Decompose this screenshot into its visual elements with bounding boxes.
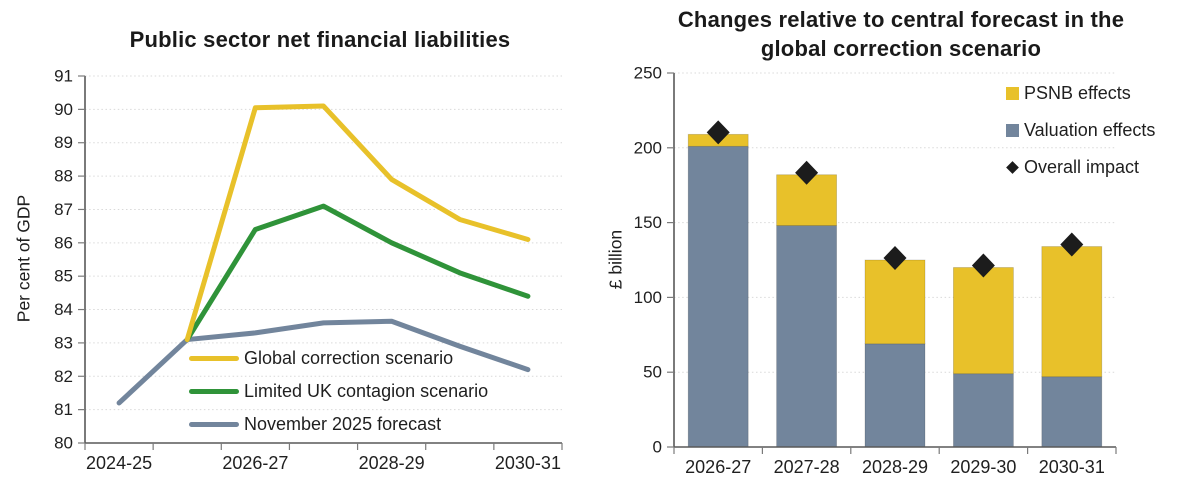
bar-valuation-effects bbox=[953, 373, 1014, 448]
bar-valuation-effects bbox=[1041, 376, 1103, 448]
bar-psnb-effects bbox=[1041, 246, 1103, 378]
legend-item-valuation-effects: Valuation effects bbox=[1006, 112, 1155, 149]
x-tick-label: 2026-27 bbox=[222, 453, 288, 473]
y-tick-label: 85 bbox=[54, 267, 73, 286]
legend-label: Global correction scenario bbox=[244, 348, 454, 368]
x-tick-label: 2027-28 bbox=[774, 457, 840, 477]
x-tick-label: 2026-27 bbox=[685, 457, 751, 477]
y-tick-label: 88 bbox=[54, 167, 73, 186]
x-tick-label: 2030-31 bbox=[1039, 457, 1105, 477]
y-tick-label: 0 bbox=[653, 438, 662, 457]
y-tick-label: 250 bbox=[634, 64, 662, 83]
legend-label: Limited UK contagion scenario bbox=[244, 381, 489, 401]
left-plot: 80 81 82 83 84 85 86 87 88 89 90 91 2024-25 2026-27 20… bbox=[54, 67, 563, 473]
november-2025-line-swatch bbox=[189, 421, 239, 428]
y-tick-label: 100 bbox=[634, 288, 662, 307]
right-plot: 0 50 100 150 200 250 2026-27 2027-28 2028-29 2029… bbox=[634, 64, 1117, 477]
bar-psnb-effects bbox=[864, 259, 926, 345]
global-correction-line-swatch bbox=[189, 355, 239, 362]
legend-item-november-2025-forecast: November 2025 forecast bbox=[189, 408, 488, 441]
legend-label: November 2025 forecast bbox=[244, 414, 442, 434]
y-tick-label: 89 bbox=[54, 133, 73, 152]
left-chart-title: Public sector net financial liabilities bbox=[129, 27, 511, 52]
y-tick-label: 87 bbox=[54, 200, 73, 219]
legend-item-global-correction: Global correction scenario bbox=[189, 342, 488, 375]
right-chart-title: Changes relative to central forecast in … bbox=[677, 7, 1125, 61]
markers-overall-impact bbox=[706, 120, 1084, 278]
left-chart-legend: Global correction scenario Limited UK co… bbox=[189, 342, 488, 441]
limited-uk-contagion-line-swatch bbox=[189, 388, 239, 395]
diamond-marker bbox=[883, 246, 907, 270]
line-global-correction-scenario bbox=[184, 103, 531, 343]
diamond-marker bbox=[1060, 232, 1084, 257]
bar-psnb-effects bbox=[953, 267, 1014, 375]
y-tick-label: 200 bbox=[634, 138, 662, 157]
bar-valuation-effects bbox=[776, 225, 837, 448]
legend-item-psnb-effects: PSNB effects bbox=[1006, 75, 1155, 112]
x-tick-label: 2024-25 bbox=[86, 453, 152, 473]
x-tick-label: 2029-30 bbox=[950, 457, 1016, 477]
overall-impact-diamond-icon bbox=[1006, 161, 1019, 174]
x-tick-label: 2028-29 bbox=[862, 457, 928, 477]
bar-valuation-effects bbox=[864, 343, 926, 448]
y-tick-label: 91 bbox=[54, 67, 73, 86]
valuation-effects-square-swatch bbox=[1006, 124, 1019, 137]
x-tick-label: 2028-29 bbox=[359, 453, 425, 473]
psnb-effects-square-swatch bbox=[1006, 87, 1019, 100]
x-tick-label: 2030-31 bbox=[495, 453, 561, 473]
legend-item-limited-uk-contagion: Limited UK contagion scenario bbox=[189, 375, 488, 408]
y-tick-label: 90 bbox=[54, 100, 73, 119]
legend-item-overall-impact: Overall impact bbox=[1006, 149, 1155, 186]
bar-valuation-effects bbox=[687, 145, 749, 448]
y-tick-label: 86 bbox=[54, 233, 73, 252]
y-tick-label: 82 bbox=[54, 367, 73, 386]
y-tick-label: 81 bbox=[54, 400, 73, 419]
diamond-marker bbox=[795, 160, 819, 185]
right-chart-legend: PSNB effects Valuation effects Overall i… bbox=[1006, 75, 1155, 186]
y-tick-label: 83 bbox=[54, 333, 73, 352]
diamond-marker bbox=[706, 120, 730, 145]
legend-label: Valuation effects bbox=[1024, 120, 1156, 140]
legend-label: Overall impact bbox=[1024, 157, 1140, 177]
y-tick-label: 80 bbox=[54, 434, 73, 453]
legend-label: PSNB effects bbox=[1024, 83, 1131, 103]
y-tick-label: 150 bbox=[634, 213, 662, 232]
y-tick-label: 50 bbox=[643, 363, 662, 382]
line-limited-uk-contagion-scenario bbox=[184, 203, 531, 343]
y-tick-label: 84 bbox=[54, 300, 73, 319]
diamond-marker bbox=[971, 253, 995, 278]
